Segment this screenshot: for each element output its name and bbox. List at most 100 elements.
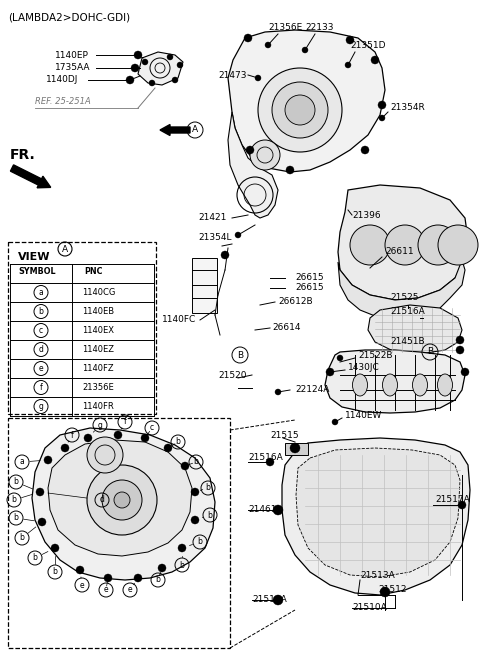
Ellipse shape (352, 374, 368, 396)
Circle shape (126, 76, 134, 84)
Text: b: b (193, 457, 198, 467)
Ellipse shape (437, 374, 453, 396)
Polygon shape (338, 185, 468, 300)
Text: 26614: 26614 (272, 323, 300, 333)
Polygon shape (228, 112, 278, 218)
Text: 1140DJ: 1140DJ (46, 75, 78, 84)
Text: c: c (150, 424, 154, 432)
Circle shape (290, 443, 300, 453)
Text: e: e (104, 585, 108, 595)
Circle shape (84, 434, 92, 442)
Text: VIEW: VIEW (18, 252, 50, 262)
Circle shape (158, 564, 166, 572)
Circle shape (221, 251, 229, 259)
Circle shape (371, 56, 379, 64)
Circle shape (104, 574, 112, 582)
Circle shape (244, 34, 252, 42)
Text: 21516A: 21516A (248, 453, 283, 463)
FancyArrow shape (160, 125, 190, 135)
Polygon shape (325, 350, 465, 413)
Circle shape (87, 465, 157, 535)
Text: b: b (33, 554, 37, 562)
Text: b: b (53, 568, 58, 576)
Circle shape (131, 64, 139, 72)
Text: d: d (99, 496, 105, 504)
Circle shape (102, 480, 142, 520)
Text: 21356E: 21356E (82, 383, 114, 392)
Text: REF. 25-251A: REF. 25-251A (35, 98, 91, 106)
Text: 21520: 21520 (218, 370, 247, 380)
Circle shape (178, 544, 186, 552)
Text: 21461: 21461 (248, 506, 276, 515)
Text: (LAMBDA2>DOHC-GDI): (LAMBDA2>DOHC-GDI) (8, 13, 130, 23)
Circle shape (177, 62, 183, 68)
Text: a: a (20, 457, 24, 467)
Text: 21356E: 21356E (268, 24, 302, 32)
Text: 1140FR: 1140FR (82, 402, 114, 411)
Circle shape (273, 595, 283, 605)
Text: 1430JC: 1430JC (348, 364, 380, 372)
Text: 21512: 21512 (378, 585, 407, 595)
Circle shape (114, 431, 122, 439)
Circle shape (345, 62, 351, 68)
Circle shape (285, 95, 315, 125)
Circle shape (378, 101, 386, 109)
Polygon shape (228, 30, 385, 172)
Circle shape (286, 166, 294, 174)
Circle shape (350, 225, 390, 265)
Circle shape (302, 47, 308, 53)
Circle shape (265, 42, 271, 48)
Circle shape (167, 54, 173, 60)
Text: b: b (13, 477, 18, 486)
Text: 1140EZ: 1140EZ (82, 345, 114, 354)
Text: b: b (205, 484, 210, 492)
Circle shape (172, 77, 178, 83)
Bar (192, 258, 217, 313)
Text: 21421: 21421 (198, 213, 227, 222)
Text: A: A (192, 125, 198, 135)
Text: 21354L: 21354L (198, 234, 231, 242)
Polygon shape (32, 428, 215, 580)
Circle shape (266, 458, 274, 466)
Circle shape (456, 346, 464, 354)
Text: f: f (40, 383, 42, 392)
Text: g: g (97, 420, 102, 430)
Text: e: e (80, 581, 84, 589)
Circle shape (273, 505, 283, 515)
Circle shape (191, 488, 199, 496)
Circle shape (379, 115, 385, 121)
Polygon shape (296, 448, 460, 577)
Circle shape (61, 444, 69, 452)
Circle shape (250, 140, 280, 170)
Circle shape (458, 501, 466, 509)
FancyBboxPatch shape (8, 242, 156, 414)
Text: 26615: 26615 (295, 284, 324, 292)
Circle shape (272, 82, 328, 138)
Text: 22124A: 22124A (295, 385, 329, 395)
Text: 21516A: 21516A (390, 308, 425, 317)
Text: 21522B: 21522B (358, 350, 393, 360)
Circle shape (164, 444, 172, 452)
Text: 21513A: 21513A (360, 570, 395, 579)
Circle shape (142, 59, 148, 65)
Text: f: f (124, 418, 126, 426)
Circle shape (134, 51, 142, 59)
Text: b: b (38, 307, 43, 316)
Text: PNC: PNC (84, 267, 103, 277)
Text: FR.: FR. (10, 148, 36, 162)
Circle shape (385, 225, 425, 265)
Text: b: b (198, 537, 203, 546)
Text: 1140FZ: 1140FZ (82, 364, 114, 373)
Text: 21354R: 21354R (390, 104, 425, 112)
Text: 26615: 26615 (295, 273, 324, 282)
Polygon shape (48, 440, 192, 556)
Circle shape (461, 368, 469, 376)
Text: 1140EX: 1140EX (82, 326, 114, 335)
Text: f: f (71, 430, 73, 440)
Text: e: e (39, 364, 43, 373)
Text: 1140FC: 1140FC (162, 315, 196, 325)
Circle shape (235, 232, 241, 238)
Circle shape (346, 36, 354, 44)
Text: B: B (237, 350, 243, 360)
Circle shape (149, 80, 155, 86)
